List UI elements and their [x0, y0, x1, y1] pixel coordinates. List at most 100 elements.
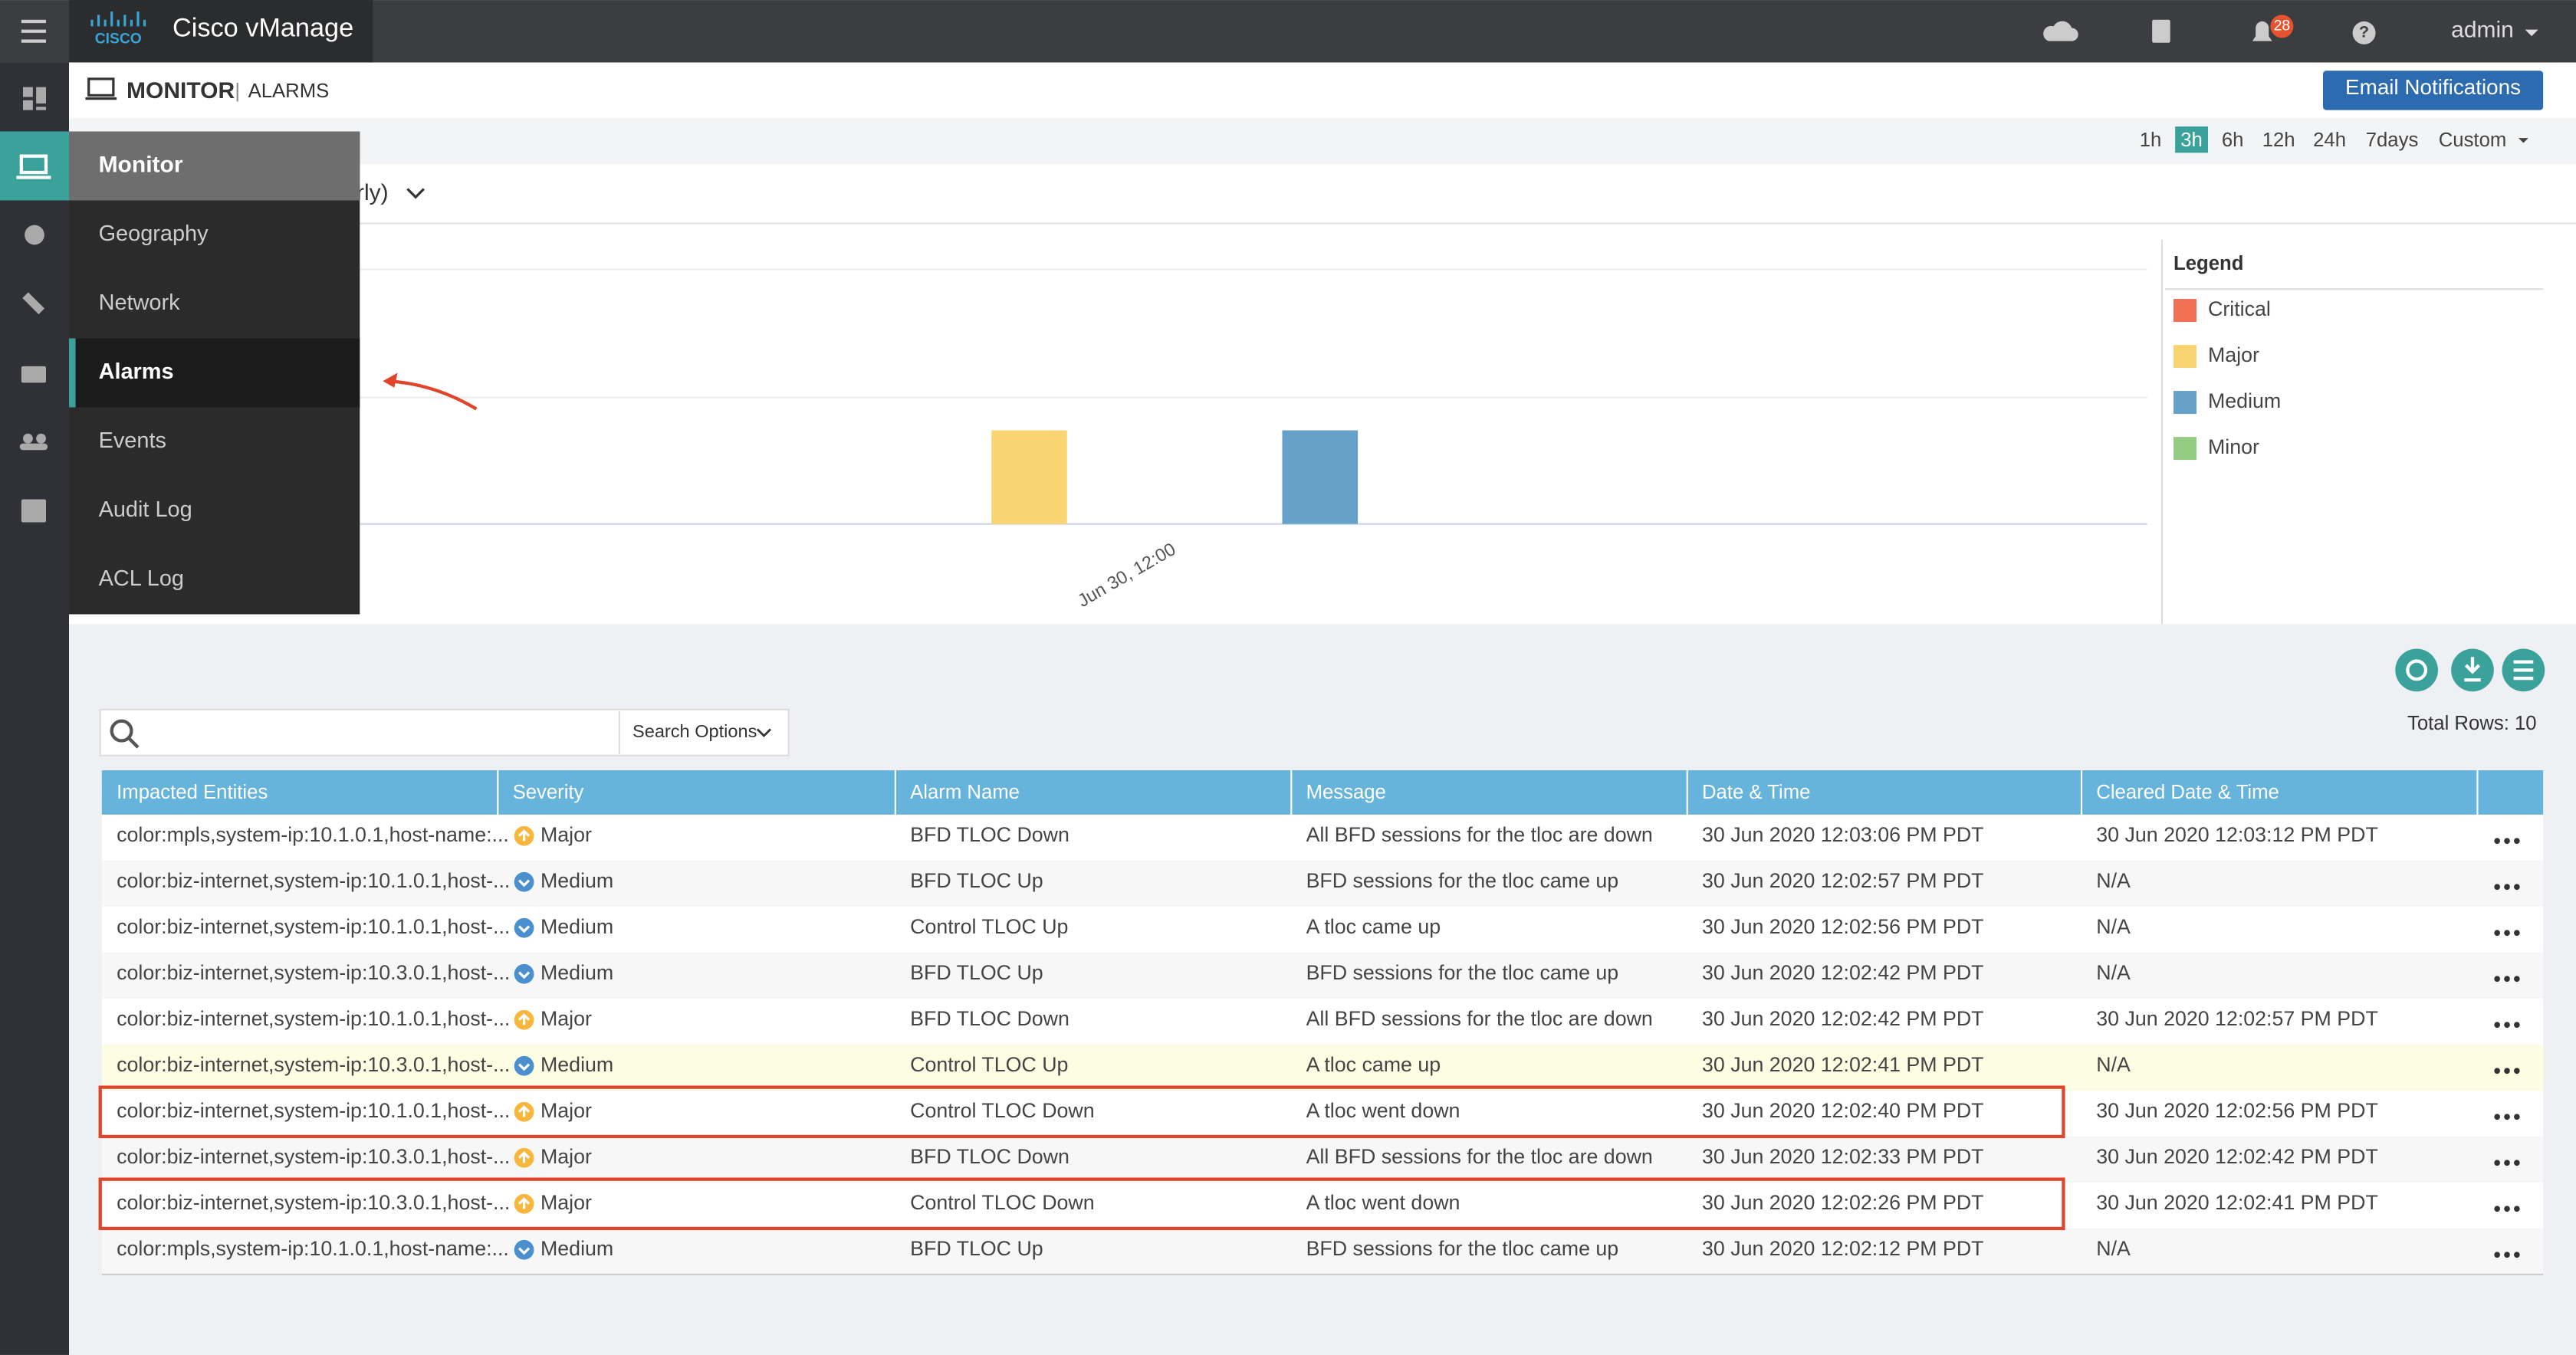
- row-actions-dot[interactable]: [2504, 930, 2510, 937]
- user-caret: [2525, 29, 2538, 37]
- user-name[interactable]: admin: [2451, 18, 2514, 43]
- row-actions-dot[interactable]: [2504, 1022, 2510, 1029]
- row-actions-dot[interactable]: [2504, 1068, 2510, 1074]
- row-actions-dot[interactable]: [2494, 1068, 2500, 1074]
- legend-swatch: [2174, 391, 2196, 415]
- alarms-table: Impacted Entities Severity Alarm Name Messa…: [98, 770, 2544, 1275]
- table-cell: 30 Jun 2020 12:02:57 PM PDT: [2096, 1007, 2378, 1030]
- help-glyph: ?: [2359, 23, 2369, 41]
- time-range[interactable]: 6h: [2222, 130, 2244, 151]
- severity-icon: [514, 871, 534, 892]
- table-row: [101, 1090, 2544, 1137]
- table-cell: 30 Jun 2020 12:02:42 PM PDT: [1702, 1007, 1984, 1030]
- table-cell: BFD TLOC Up: [910, 869, 1043, 892]
- monitor-icon: [19, 154, 48, 175]
- search-options[interactable]: Search Options: [632, 721, 757, 741]
- menu-item[interactable]: ACL Log: [99, 566, 184, 591]
- row-actions-dot[interactable]: [2504, 976, 2510, 983]
- time-range[interactable]: 3h: [2180, 130, 2203, 151]
- row-actions-dot[interactable]: [2514, 1160, 2520, 1166]
- menu-item[interactable]: Network: [99, 290, 181, 315]
- column-header[interactable]: Alarm Name: [910, 782, 1020, 803]
- table-cell: N/A: [2096, 869, 2131, 892]
- row-actions-dot[interactable]: [2514, 1022, 2520, 1029]
- highlight-box: [98, 1177, 2065, 1231]
- menu-item[interactable]: Alarms: [99, 359, 174, 384]
- side-nav: [0, 62, 69, 1355]
- bell-icon[interactable]: [2252, 21, 2272, 41]
- task-icon[interactable]: [2152, 19, 2170, 43]
- row-actions-dot[interactable]: [2494, 884, 2500, 891]
- email-button-label[interactable]: Email Notifications: [2345, 75, 2521, 99]
- table-row: [101, 906, 2544, 953]
- row-actions-dot[interactable]: [2494, 1252, 2500, 1258]
- hamburger[interactable]: [21, 19, 46, 43]
- row-actions-dot[interactable]: [2504, 1160, 2510, 1166]
- table-cell: BFD TLOC Up: [910, 1237, 1043, 1260]
- row-actions-dot[interactable]: [2514, 976, 2520, 983]
- time-range[interactable]: 7days: [2366, 130, 2419, 151]
- cloud-icon[interactable]: [2043, 21, 2078, 41]
- menu-item[interactable]: Audit Log: [99, 497, 192, 522]
- tool-button[interactable]: [2395, 648, 2438, 692]
- table-cell: Medium: [540, 1237, 613, 1260]
- column-header[interactable]: Date & Time: [1702, 782, 1810, 803]
- row-actions-dot[interactable]: [2514, 930, 2520, 937]
- row-actions-dot[interactable]: [2494, 1022, 2500, 1029]
- row-actions-dot[interactable]: [2494, 838, 2500, 845]
- total-rows: Total Rows: 10: [2407, 713, 2537, 734]
- time-range[interactable]: 24h: [2313, 130, 2346, 151]
- row-actions-dot[interactable]: [2504, 1206, 2510, 1212]
- row-actions-dot[interactable]: [2494, 1160, 2500, 1166]
- row-actions-dot[interactable]: [2514, 884, 2520, 891]
- table-cell: Medium: [540, 1053, 613, 1076]
- table-cell: N/A: [2096, 1053, 2131, 1076]
- menu-item[interactable]: Events: [99, 428, 166, 453]
- nav-icons[interactable]: [19, 87, 48, 523]
- row-actions-dot[interactable]: [2494, 1206, 2500, 1212]
- time-range[interactable]: 1h: [2140, 130, 2162, 151]
- row-actions-dot[interactable]: [2504, 838, 2510, 845]
- table-cell: 30 Jun 2020 12:02:42 PM PDT: [1702, 961, 1984, 984]
- menu-item[interactable]: Geography: [99, 221, 209, 246]
- column-header[interactable]: Severity: [513, 782, 584, 803]
- time-range[interactable]: Custom: [2439, 130, 2507, 151]
- table-cell: Control TLOC Down: [910, 1191, 1095, 1214]
- table-cell: 30 Jun 2020 12:02:33 PM PDT: [1702, 1145, 1984, 1168]
- time-ranges: 1h 3h 6h 12h 24h 7days Custom: [2140, 126, 2528, 153]
- table-cell: All BFD sessions for the tloc are down: [1306, 1145, 1653, 1168]
- severity-icon: [514, 917, 534, 938]
- row-actions-dot[interactable]: [2504, 884, 2510, 891]
- table-cell: 30 Jun 2020 12:02:41 PM PDT: [2096, 1191, 2378, 1214]
- table-cell: 30 Jun 2020 12:03:12 PM PDT: [2096, 823, 2378, 846]
- help-icon[interactable]: [2352, 21, 2376, 44]
- row-actions-dot[interactable]: [2514, 1068, 2520, 1074]
- nav-monitor-active[interactable]: [0, 131, 69, 201]
- search-box[interactable]: [99, 708, 790, 756]
- row-actions-dot[interactable]: [2494, 976, 2500, 983]
- table-cell: 30 Jun 2020 12:02:56 PM PDT: [1702, 915, 1984, 938]
- row-actions-dot[interactable]: [2514, 838, 2520, 845]
- row-actions-dot[interactable]: [2514, 1114, 2520, 1120]
- row-actions-dot[interactable]: [2504, 1114, 2510, 1120]
- table-row: [101, 1136, 2544, 1183]
- email-button[interactable]: [2323, 71, 2544, 110]
- chart-dropdown[interactable]: rly): [356, 180, 389, 205]
- time-range[interactable]: 12h: [2262, 130, 2295, 151]
- row-actions-dot[interactable]: [2494, 930, 2500, 937]
- column-header[interactable]: Cleared Date & Time: [2096, 782, 2279, 803]
- menu-item-marker: [69, 338, 76, 408]
- row-actions-dot[interactable]: [2514, 1206, 2520, 1212]
- legend-label: Medium: [2208, 389, 2281, 412]
- column-header[interactable]: Impacted Entities: [117, 782, 268, 803]
- column-header[interactable]: Message: [1306, 782, 1386, 803]
- table-cell: 30 Jun 2020 12:02:42 PM PDT: [2096, 1145, 2378, 1168]
- row-actions-dot[interactable]: [2504, 1252, 2510, 1258]
- row-actions-dot[interactable]: [2514, 1252, 2520, 1258]
- table-cell: 30 Jun 2020 12:02:40 PM PDT: [1702, 1099, 1984, 1122]
- legend-title: Legend: [2174, 253, 2243, 274]
- table-cell: N/A: [2096, 1237, 2131, 1260]
- row-actions-dot[interactable]: [2494, 1114, 2500, 1120]
- table-cell: BFD TLOC Down: [910, 1007, 1070, 1030]
- table-cell: Major: [540, 1007, 592, 1030]
